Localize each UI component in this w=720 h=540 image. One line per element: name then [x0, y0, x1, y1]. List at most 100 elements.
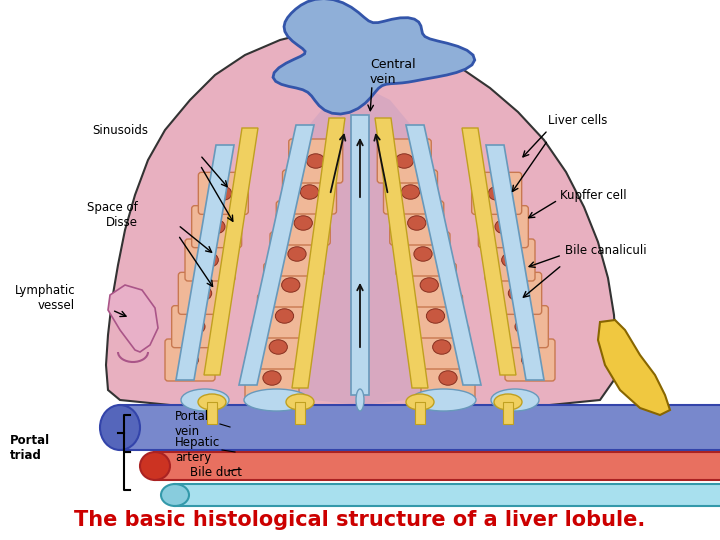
FancyBboxPatch shape: [289, 139, 343, 183]
FancyBboxPatch shape: [171, 306, 222, 348]
Ellipse shape: [300, 185, 319, 199]
Ellipse shape: [426, 309, 445, 323]
Ellipse shape: [395, 154, 413, 168]
Bar: [120, 405, 620, 450]
FancyBboxPatch shape: [415, 325, 469, 369]
FancyBboxPatch shape: [478, 206, 528, 248]
Ellipse shape: [494, 394, 522, 410]
FancyBboxPatch shape: [384, 170, 438, 214]
Polygon shape: [176, 145, 234, 380]
Ellipse shape: [502, 253, 518, 267]
FancyBboxPatch shape: [282, 170, 336, 214]
FancyBboxPatch shape: [245, 356, 299, 400]
Ellipse shape: [508, 287, 525, 300]
Polygon shape: [462, 128, 516, 375]
Text: Lymphatic
vessel: Lymphatic vessel: [14, 284, 75, 312]
Polygon shape: [239, 125, 314, 385]
Ellipse shape: [495, 220, 512, 233]
FancyBboxPatch shape: [492, 272, 541, 314]
FancyBboxPatch shape: [179, 272, 228, 314]
Ellipse shape: [420, 278, 438, 292]
Ellipse shape: [189, 320, 205, 334]
Ellipse shape: [521, 353, 539, 367]
Polygon shape: [486, 145, 544, 380]
Polygon shape: [351, 115, 369, 395]
Ellipse shape: [488, 186, 505, 200]
Text: Portal
vein: Portal vein: [175, 410, 209, 438]
Bar: [360, 405, 720, 450]
Polygon shape: [375, 118, 428, 388]
FancyBboxPatch shape: [192, 206, 242, 248]
Ellipse shape: [411, 389, 476, 411]
Ellipse shape: [161, 484, 189, 506]
Ellipse shape: [140, 452, 170, 480]
Ellipse shape: [439, 371, 457, 385]
FancyBboxPatch shape: [421, 356, 475, 400]
Text: Portal
triad: Portal triad: [10, 434, 50, 462]
Text: Central
vein: Central vein: [370, 58, 415, 86]
Polygon shape: [204, 128, 258, 375]
Ellipse shape: [195, 287, 212, 300]
Ellipse shape: [286, 394, 314, 410]
Ellipse shape: [401, 185, 420, 199]
Ellipse shape: [181, 389, 229, 411]
Polygon shape: [598, 320, 670, 415]
Ellipse shape: [181, 353, 199, 367]
FancyBboxPatch shape: [251, 325, 305, 369]
Ellipse shape: [275, 309, 294, 323]
Polygon shape: [270, 85, 450, 405]
Ellipse shape: [215, 186, 232, 200]
Text: The basic histological structure of a liver lobule.: The basic histological structure of a li…: [74, 510, 646, 530]
Text: Hepatic
artery: Hepatic artery: [175, 436, 220, 464]
Text: Bile duct: Bile duct: [190, 465, 242, 478]
Ellipse shape: [414, 247, 432, 261]
Ellipse shape: [408, 216, 426, 230]
Bar: [175, 484, 720, 506]
Bar: [415, 402, 425, 424]
Ellipse shape: [433, 340, 451, 354]
FancyBboxPatch shape: [505, 339, 555, 381]
FancyBboxPatch shape: [258, 294, 312, 338]
FancyBboxPatch shape: [198, 172, 248, 214]
Ellipse shape: [294, 216, 312, 230]
Ellipse shape: [282, 278, 300, 292]
Ellipse shape: [263, 371, 281, 385]
Ellipse shape: [406, 394, 434, 410]
Bar: [120, 405, 600, 450]
FancyBboxPatch shape: [390, 201, 444, 245]
Ellipse shape: [202, 253, 218, 267]
Ellipse shape: [515, 320, 531, 334]
Ellipse shape: [288, 247, 306, 261]
FancyBboxPatch shape: [498, 306, 549, 348]
Polygon shape: [108, 285, 158, 352]
FancyBboxPatch shape: [396, 232, 450, 276]
Ellipse shape: [269, 340, 287, 354]
FancyBboxPatch shape: [377, 139, 431, 183]
Ellipse shape: [307, 154, 325, 168]
Ellipse shape: [100, 405, 140, 450]
Polygon shape: [406, 125, 481, 385]
FancyBboxPatch shape: [185, 239, 235, 281]
Ellipse shape: [491, 389, 539, 411]
Polygon shape: [106, 25, 616, 413]
Ellipse shape: [356, 389, 364, 411]
FancyBboxPatch shape: [165, 339, 215, 381]
FancyBboxPatch shape: [264, 263, 318, 307]
FancyBboxPatch shape: [276, 201, 330, 245]
Bar: [155, 452, 720, 480]
Text: Liver cells: Liver cells: [548, 113, 608, 126]
Ellipse shape: [208, 220, 225, 233]
FancyBboxPatch shape: [402, 263, 456, 307]
Text: Bile canaliculi: Bile canaliculi: [565, 244, 647, 256]
FancyBboxPatch shape: [408, 294, 462, 338]
Text: Space of
Disse: Space of Disse: [87, 201, 138, 229]
Text: Sinusoids: Sinusoids: [92, 124, 148, 137]
Polygon shape: [273, 0, 474, 114]
Ellipse shape: [244, 389, 309, 411]
FancyBboxPatch shape: [270, 232, 324, 276]
FancyBboxPatch shape: [485, 239, 535, 281]
Bar: [503, 402, 513, 424]
Text: Kupffer cell: Kupffer cell: [560, 188, 626, 201]
Ellipse shape: [198, 394, 226, 410]
Bar: [207, 402, 217, 424]
